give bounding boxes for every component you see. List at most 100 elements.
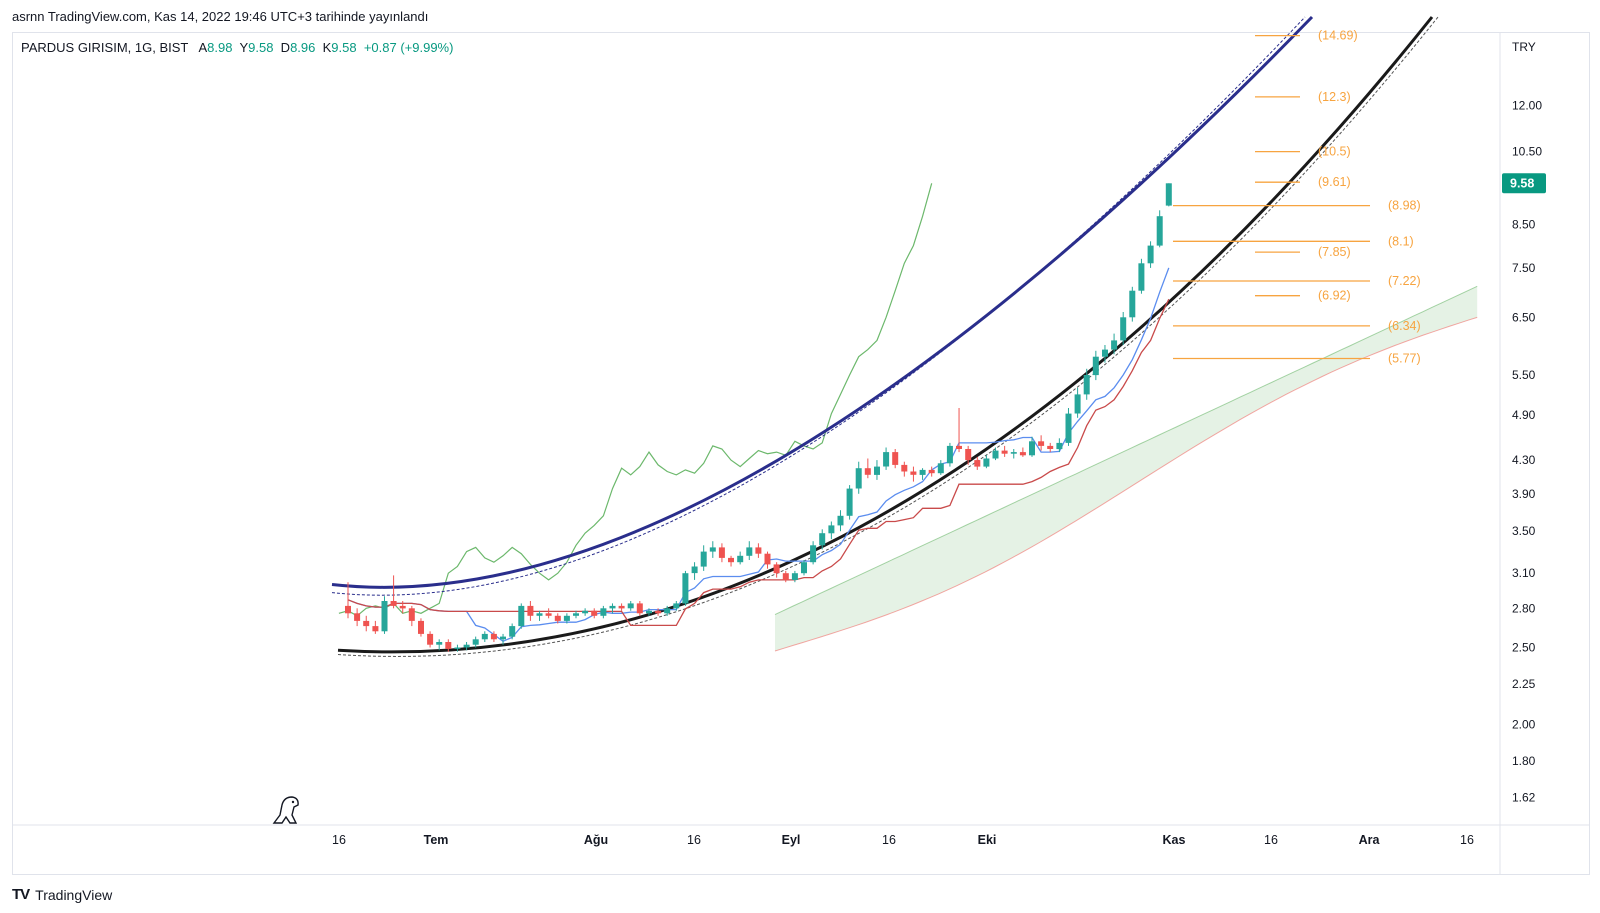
- x-tick-label: 16: [1264, 833, 1278, 847]
- candle: [1019, 452, 1026, 456]
- candle: [755, 547, 762, 554]
- high-label: Y: [239, 40, 249, 55]
- fib-levels: (14.69) (12.3) (10.5) (9.61) (8.98) (8.1) (7.8…: [1173, 29, 1421, 366]
- candle: [782, 573, 789, 580]
- candle: [1156, 216, 1163, 246]
- symbol-name: PARDUS GIRISIM, 1G, BIST: [21, 40, 189, 55]
- candle: [354, 613, 361, 621]
- lower-arc: [337, 16, 1434, 654]
- upper-arc-dashed: [331, 16, 1306, 596]
- candle: [1120, 317, 1127, 341]
- x-tick-label: 16: [1460, 833, 1474, 847]
- candle: [965, 449, 972, 461]
- fib-label: (7.22): [1388, 274, 1421, 288]
- candle: [390, 601, 397, 606]
- y-tick-label: 3.90: [1512, 487, 1536, 501]
- candle: [536, 613, 543, 616]
- candle: [436, 642, 443, 645]
- x-tick-label: 16: [687, 833, 701, 847]
- fib-label: (5.77): [1388, 352, 1421, 366]
- candle: [709, 547, 716, 552]
- candle: [1056, 442, 1063, 450]
- candle: [1129, 290, 1136, 318]
- y-tick-label: 1.80: [1512, 754, 1536, 768]
- currency-label: TRY: [1512, 40, 1536, 54]
- candle: [700, 551, 707, 567]
- candle: [983, 458, 990, 467]
- footer-brand[interactable]: TV TradingView: [12, 886, 112, 903]
- y-tick-label: 6.50: [1512, 310, 1536, 324]
- candle: [992, 450, 999, 459]
- candle: [1047, 445, 1054, 449]
- candle: [919, 469, 926, 475]
- candle: [892, 452, 899, 465]
- fib-label: (12.3): [1318, 90, 1351, 104]
- candle: [463, 644, 470, 648]
- candle: [864, 468, 871, 475]
- candle: [399, 605, 406, 609]
- candle: [418, 620, 424, 634]
- fib-label: (14.69): [1318, 29, 1358, 43]
- indicator-lines: [347, 267, 1170, 643]
- y-tick-label: 5.50: [1512, 368, 1536, 382]
- candle: [682, 573, 689, 604]
- symbol-legend[interactable]: PARDUS GIRISIM, 1G, BIST A8.98 Y9.58 D8.…: [21, 40, 453, 55]
- candle: [773, 564, 780, 574]
- open-value: 8.98: [207, 40, 233, 55]
- tradingview-logo-icon: TV: [12, 886, 30, 903]
- candle: [490, 633, 497, 640]
- last-price-label: 9.58: [1510, 176, 1534, 190]
- fib-label: (8.1): [1388, 234, 1414, 248]
- candle: [883, 452, 890, 467]
- candle: [1102, 349, 1108, 357]
- candle: [1065, 413, 1072, 443]
- candle: [728, 557, 734, 563]
- candle: [1111, 340, 1118, 350]
- candle: [363, 620, 370, 627]
- senkou-span-b: [774, 316, 1478, 652]
- fib-label: (6.34): [1388, 319, 1421, 333]
- chart-frame[interactable]: [12, 32, 1590, 875]
- candle: [445, 642, 452, 649]
- candle: [600, 608, 607, 616]
- candle: [718, 547, 725, 558]
- candle: [627, 603, 634, 609]
- candle: [545, 613, 552, 616]
- candle: [928, 469, 935, 474]
- tenkan-line: [347, 267, 1170, 643]
- candle: [1092, 356, 1099, 376]
- x-tick-label: 16: [882, 833, 896, 847]
- candle: [846, 488, 853, 516]
- candle: [791, 573, 798, 580]
- candle: [500, 636, 506, 640]
- fib-label: (8.98): [1388, 199, 1421, 213]
- candle: [801, 562, 807, 574]
- fib-label: (9.61): [1318, 175, 1351, 189]
- candle: [1138, 263, 1145, 291]
- brand-name: TradingView: [35, 886, 113, 903]
- candle: [1038, 441, 1045, 446]
- candle: [810, 545, 817, 563]
- candle: [518, 605, 525, 627]
- candle: [472, 639, 479, 645]
- y-tick-label: 10.50: [1512, 145, 1542, 159]
- x-tick-label: Eyl: [782, 833, 801, 847]
- candle: [636, 603, 643, 614]
- y-tick-label: 3.10: [1512, 566, 1536, 580]
- candle: [408, 608, 415, 621]
- last-price-badge: [1502, 173, 1546, 194]
- y-tick-label: 2.50: [1512, 641, 1536, 655]
- x-tick-label: Kas: [1163, 833, 1186, 847]
- candle: [855, 468, 862, 489]
- open-label: A: [198, 40, 208, 55]
- dino-icon: [272, 796, 299, 824]
- candle: [609, 605, 616, 609]
- candle: [1029, 441, 1035, 456]
- candle: [974, 460, 981, 467]
- candle: [910, 471, 917, 475]
- candle: [874, 466, 880, 475]
- chikou-span: [338, 183, 933, 617]
- candle: [481, 633, 488, 640]
- candle: [563, 615, 570, 621]
